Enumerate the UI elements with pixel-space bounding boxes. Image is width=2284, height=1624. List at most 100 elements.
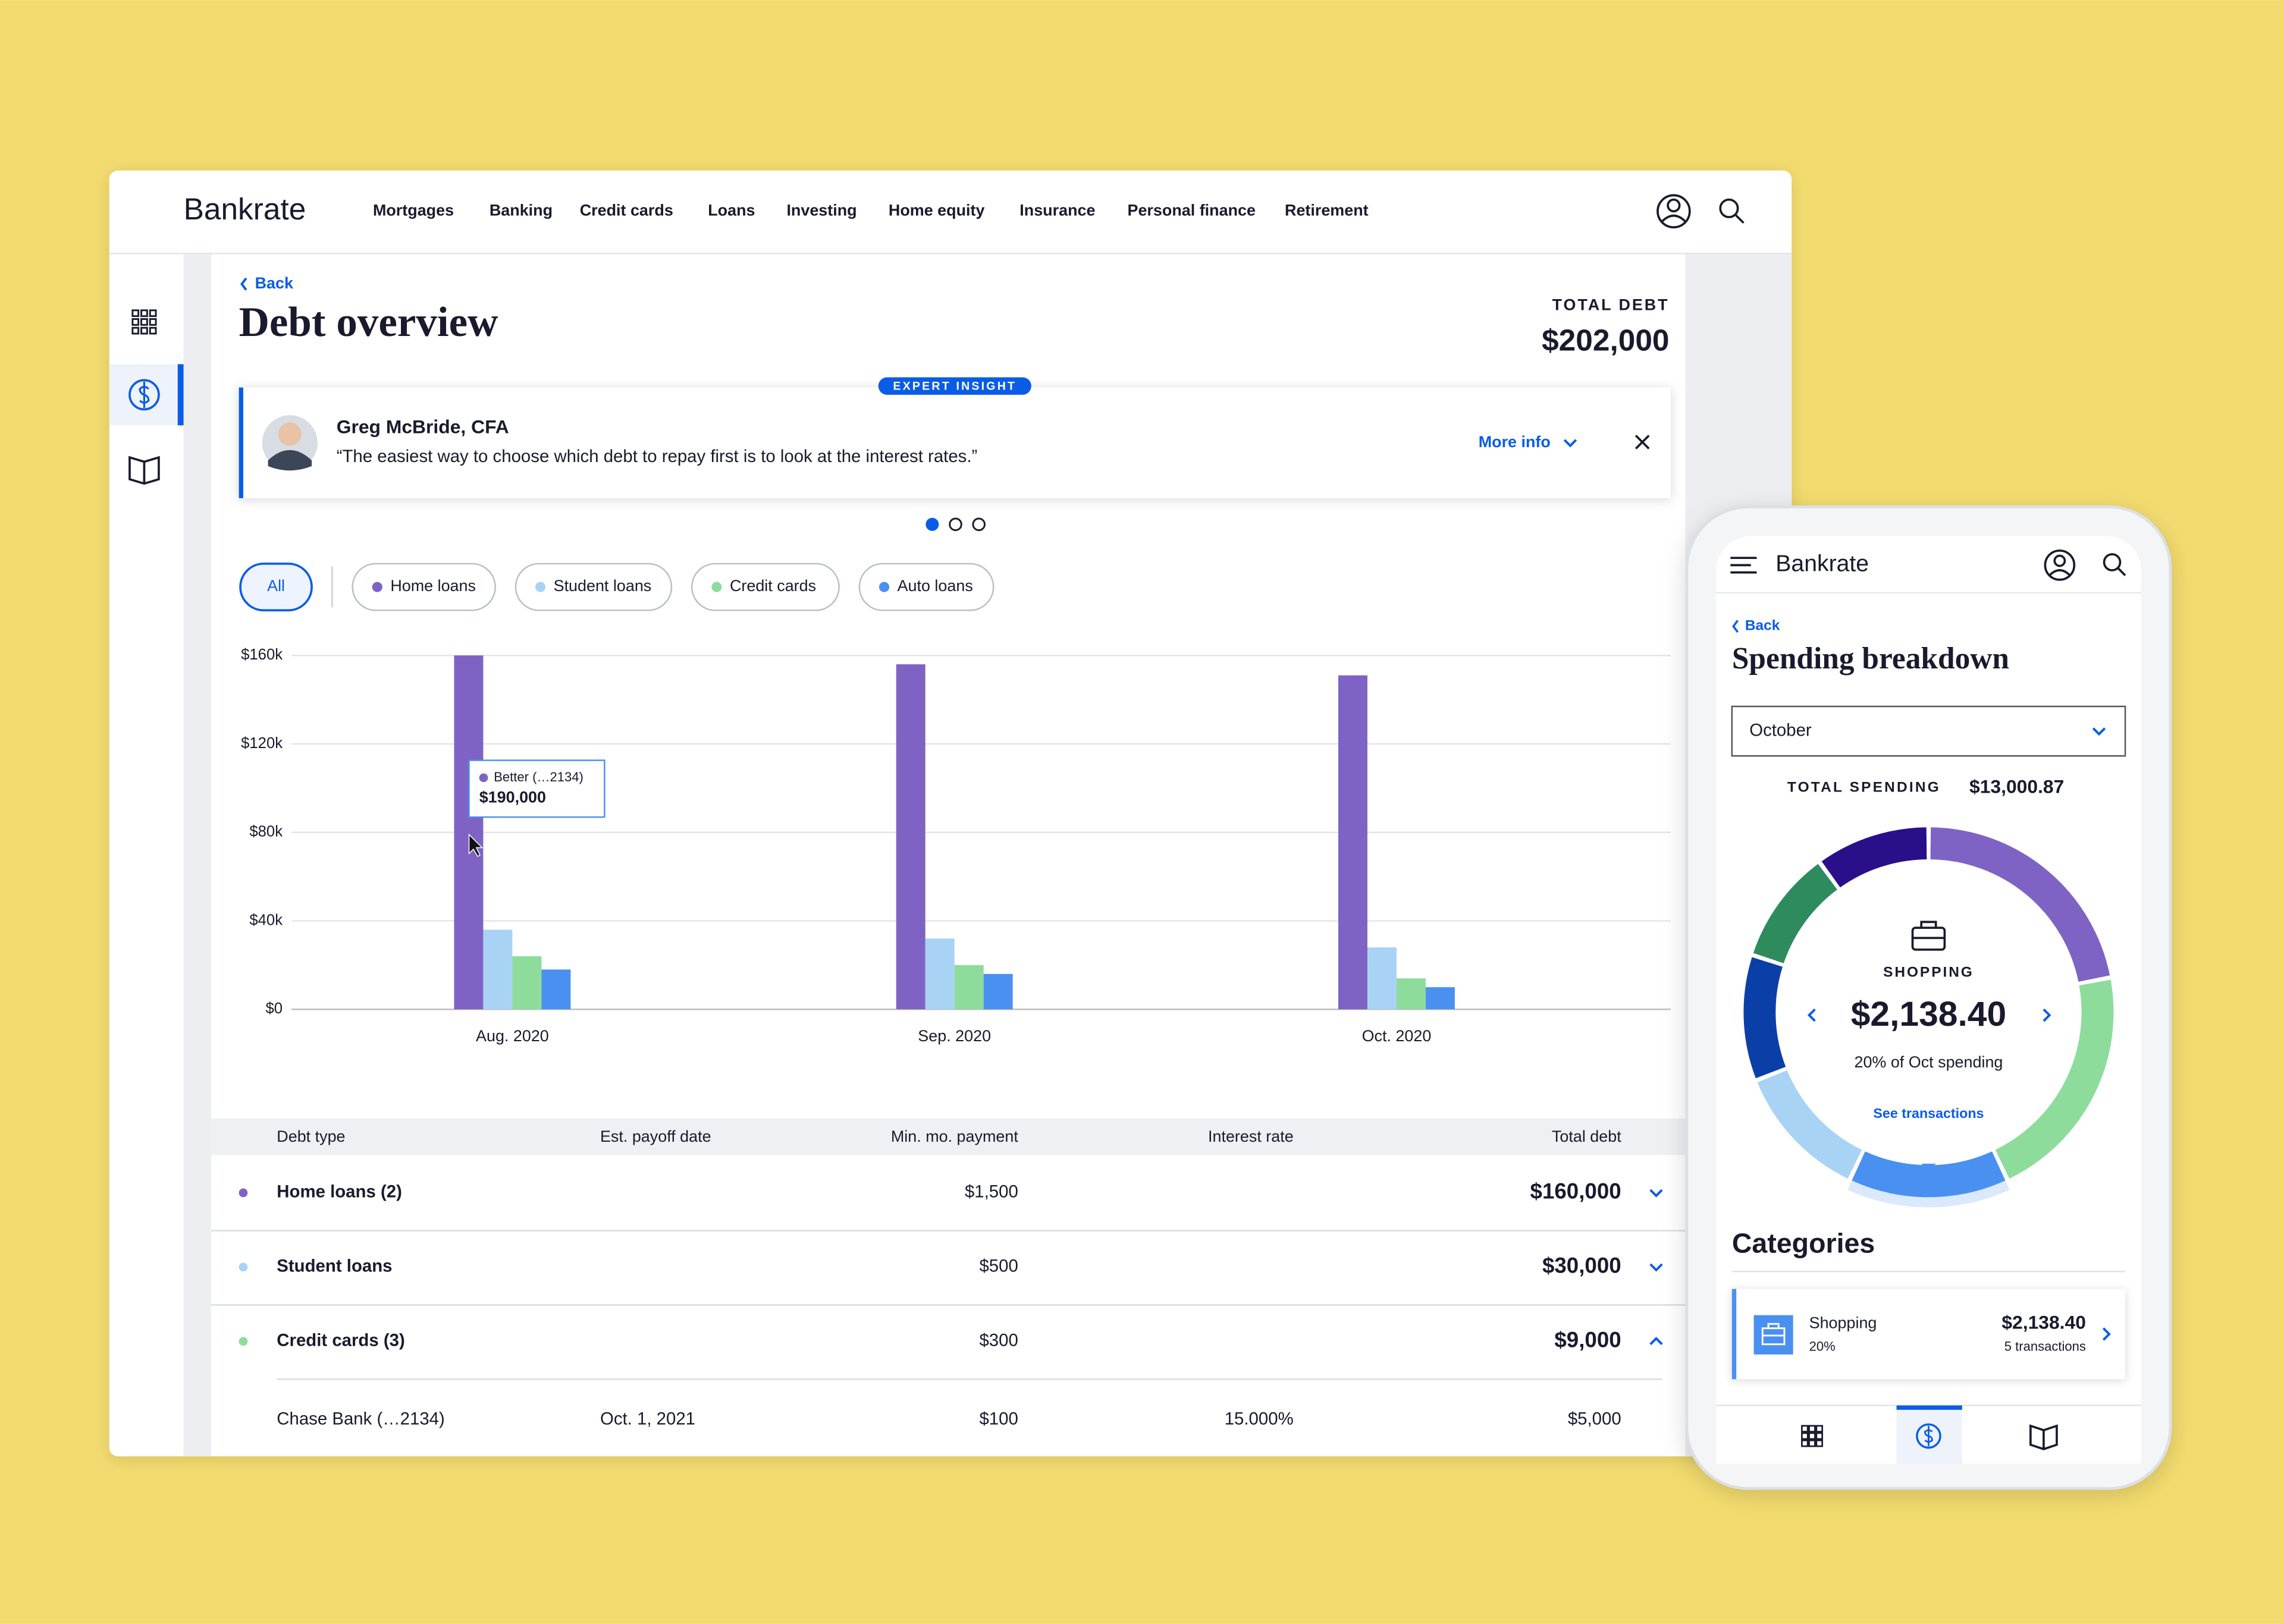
filter-pill[interactable] bbox=[691, 563, 840, 611]
shopping-icon bbox=[1911, 921, 1946, 951]
filter-pill[interactable] bbox=[514, 563, 673, 611]
tooltip-dot bbox=[479, 773, 488, 783]
menu-icon[interactable] bbox=[1730, 557, 1757, 574]
phone-screen bbox=[1715, 536, 2141, 1464]
insight-quote: “The easiest way to choose which debt to… bbox=[337, 447, 978, 466]
select-chevron bbox=[2092, 727, 2106, 736]
sidebar-active-bar bbox=[177, 364, 184, 426]
bar bbox=[1367, 947, 1397, 1010]
donut-segment[interactable] bbox=[1757, 1070, 1862, 1179]
month-select-value: October bbox=[1749, 720, 1812, 740]
table-cell: $100 bbox=[979, 1409, 1018, 1429]
legend: Home loans Student loans Credit cards Auto … bbox=[352, 563, 994, 611]
carousel-dot[interactable] bbox=[925, 517, 939, 531]
see-transactions[interactable]: See transactions bbox=[1873, 1105, 1984, 1121]
category-chevron bbox=[2102, 1327, 2111, 1341]
profile-icon-body bbox=[2048, 569, 2071, 576]
tab-book-icon[interactable] bbox=[2029, 1424, 2058, 1450]
legend-swatch bbox=[372, 582, 382, 592]
bar bbox=[954, 965, 984, 1010]
legend-swatch bbox=[879, 582, 890, 592]
donut-segment[interactable] bbox=[1852, 1151, 2006, 1198]
profile-icon-head bbox=[1667, 198, 1681, 213]
brand[interactable]: Bankrate bbox=[184, 191, 306, 226]
carousel-dot[interactable] bbox=[949, 517, 962, 532]
avatar-suit bbox=[268, 450, 312, 471]
next-arrow[interactable] bbox=[2043, 1008, 2051, 1022]
filter-pill[interactable] bbox=[352, 563, 496, 611]
row-chevron[interactable] bbox=[1649, 1337, 1663, 1345]
donut-segment[interactable] bbox=[1753, 863, 1838, 964]
prev-arrow[interactable] bbox=[1807, 1008, 1816, 1022]
tab-grid-icon[interactable] bbox=[1801, 1425, 1824, 1447]
back-link[interactable]: Back bbox=[255, 274, 293, 292]
donut-chart bbox=[1743, 827, 2114, 1208]
total-value: $202,000 bbox=[1542, 322, 1669, 357]
nav-item[interactable]: Home equity bbox=[889, 201, 985, 219]
close-button[interactable] bbox=[1634, 435, 1650, 450]
insight-accent bbox=[239, 387, 243, 498]
nav-item[interactable]: Credit cards bbox=[580, 201, 673, 219]
month-select[interactable] bbox=[1731, 705, 2126, 757]
nav-item[interactable]: Banking bbox=[490, 201, 553, 219]
category-name: Shopping bbox=[1809, 1314, 1877, 1331]
nav-item[interactable]: Mortgages bbox=[373, 201, 454, 219]
category-amount: $2,138.40 bbox=[2001, 1312, 2086, 1333]
donut-segment[interactable] bbox=[1995, 979, 2114, 1179]
nav-item[interactable]: Insurance bbox=[1019, 201, 1095, 219]
table-header-bg bbox=[211, 1119, 1686, 1155]
bar bbox=[896, 664, 925, 1010]
filter-all[interactable] bbox=[239, 563, 313, 612]
center-share: 20% of Oct spending bbox=[1854, 1053, 2003, 1071]
categories-title: Categories bbox=[1732, 1227, 1875, 1258]
category-card[interactable] bbox=[1731, 1289, 2126, 1380]
search-icon[interactable] bbox=[2103, 553, 2122, 571]
debt-table: Debt type Est. payoff date Min. mo. paymen… bbox=[211, 1119, 1686, 1429]
donut-segment[interactable] bbox=[1930, 827, 2110, 982]
center-value: $2,138.40 bbox=[1851, 995, 2006, 1034]
legend-swatch bbox=[711, 582, 722, 592]
tab-active-bar bbox=[1896, 1405, 1962, 1410]
nav-item[interactable]: Retirement bbox=[1285, 201, 1369, 219]
carousel-dot[interactable] bbox=[972, 517, 986, 532]
table-cell: $1,500 bbox=[965, 1182, 1018, 1202]
mobile-brand[interactable]: Bankrate bbox=[1775, 551, 1869, 577]
phone: Bankrate Back Spending breakdown October… bbox=[1685, 505, 2172, 1490]
book-icon[interactable] bbox=[128, 456, 160, 485]
row-dot bbox=[239, 1337, 248, 1346]
nav-item[interactable]: Investing bbox=[786, 201, 857, 219]
search-icon-handle bbox=[1734, 213, 1745, 224]
donut-segment[interactable] bbox=[1821, 827, 1927, 888]
table-header: Min. mo. payment bbox=[891, 1127, 1018, 1145]
more-info-chevron bbox=[1563, 439, 1577, 448]
legend-label: Auto loans bbox=[898, 577, 973, 595]
dollar-icon bbox=[128, 379, 160, 411]
grid-icon[interactable] bbox=[131, 309, 157, 335]
row-chevron[interactable] bbox=[1649, 1263, 1663, 1272]
nav-item[interactable]: Personal finance bbox=[1128, 201, 1256, 219]
row-chevron[interactable] bbox=[1649, 1189, 1663, 1198]
total-spending-label: TOTAL SPENDING bbox=[1787, 780, 1941, 796]
nav: Mortgages Banking Credit cards Loans Investi… bbox=[373, 201, 1369, 219]
category-icon-glyph bbox=[1761, 1323, 1786, 1346]
search-icon[interactable] bbox=[1719, 198, 1739, 218]
insight-author: Greg McBride, CFA bbox=[337, 416, 509, 438]
tooltip bbox=[468, 759, 605, 818]
profile-icon[interactable] bbox=[1656, 194, 1691, 229]
donut-segment[interactable] bbox=[1743, 957, 1786, 1079]
profile-icon[interactable] bbox=[2044, 549, 2076, 581]
total-label: TOTAL DEBT bbox=[1552, 296, 1670, 314]
total-spending-value: $13,000.87 bbox=[1969, 775, 2064, 797]
y-tick-label: $160k bbox=[241, 646, 283, 663]
tooltip-label: Better (…2134) bbox=[494, 769, 583, 784]
back-link[interactable]: Back bbox=[1745, 618, 1780, 634]
gutter bbox=[183, 253, 212, 1457]
cursor bbox=[468, 833, 484, 857]
insight-badge bbox=[878, 377, 1031, 395]
filter-pill[interactable] bbox=[858, 563, 994, 611]
nav-item[interactable]: Loans bbox=[708, 201, 755, 219]
more-info[interactable]: More info bbox=[1479, 433, 1551, 451]
avatar-face bbox=[278, 422, 302, 446]
